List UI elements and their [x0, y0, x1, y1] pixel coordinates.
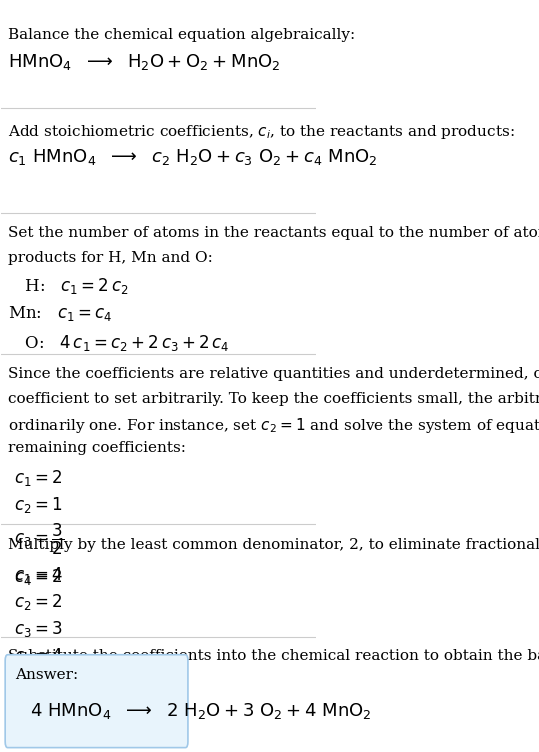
- Text: $c_1\ \mathrm{HMnO_4}$  $\longrightarrow$  $c_2\ \mathrm{H_2O} + c_3\ \mathrm{O_: $c_1\ \mathrm{HMnO_4}$ $\longrightarrow$…: [8, 147, 377, 168]
- Text: ordinarily one. For instance, set $c_2 = 1$ and solve the system of equations fo: ordinarily one. For instance, set $c_2 =…: [8, 417, 539, 435]
- Text: equation:: equation:: [8, 675, 80, 688]
- Text: $\mathrm{HMnO_4}$  $\longrightarrow$  $\mathrm{H_2O + O_2 + MnO_2}$: $\mathrm{HMnO_4}$ $\longrightarrow$ $\ma…: [8, 53, 280, 72]
- Text: Mn:   $c_1 = c_4$: Mn: $c_1 = c_4$: [8, 304, 112, 323]
- Text: $c_1 = 2$: $c_1 = 2$: [14, 468, 63, 488]
- Text: Add stoichiometric coefficients, $c_i$, to the reactants and products:: Add stoichiometric coefficients, $c_i$, …: [8, 123, 514, 141]
- Text: O:   $4\,c_1 = c_2 + 2\,c_3 + 2\,c_4$: O: $4\,c_1 = c_2 + 2\,c_3 + 2\,c_4$: [14, 332, 230, 353]
- Text: Balance the chemical equation algebraically:: Balance the chemical equation algebraica…: [8, 28, 355, 41]
- Text: $4\ \mathrm{HMnO_4}$  $\longrightarrow$  $2\ \mathrm{H_2O} + 3\ \mathrm{O_2} + 4: $4\ \mathrm{HMnO_4}$ $\longrightarrow$ $…: [30, 701, 371, 721]
- Text: $c_1 = 4$: $c_1 = 4$: [14, 565, 63, 585]
- Text: coefficient to set arbitrarily. To keep the coefficients small, the arbitrary va: coefficient to set arbitrarily. To keep …: [8, 392, 539, 406]
- Text: $c_3 = 3$: $c_3 = 3$: [14, 619, 63, 638]
- Text: $c_3 = \dfrac{3}{2}$: $c_3 = \dfrac{3}{2}$: [14, 522, 64, 557]
- Text: $c_2 = 1$: $c_2 = 1$: [14, 495, 63, 515]
- Text: $c_2 = 2$: $c_2 = 2$: [14, 592, 63, 612]
- Text: remaining coefficients:: remaining coefficients:: [8, 441, 185, 455]
- Text: $c_4 = 4$: $c_4 = 4$: [14, 646, 63, 666]
- Text: $c_4 = 2$: $c_4 = 2$: [14, 567, 63, 587]
- Text: Substitute the coefficients into the chemical reaction to obtain the balanced: Substitute the coefficients into the che…: [8, 650, 539, 663]
- Text: Answer:: Answer:: [16, 669, 79, 682]
- Text: Since the coefficients are relative quantities and underdetermined, choose a: Since the coefficients are relative quan…: [8, 367, 539, 381]
- Text: Multiply by the least common denominator, 2, to eliminate fractional coefficient: Multiply by the least common denominator…: [8, 538, 539, 552]
- Text: H:   $c_1 = 2\,c_2$: H: $c_1 = 2\,c_2$: [14, 275, 129, 296]
- Text: Set the number of atoms in the reactants equal to the number of atoms in the: Set the number of atoms in the reactants…: [8, 226, 539, 240]
- FancyBboxPatch shape: [5, 655, 188, 747]
- Text: products for H, Mn and O:: products for H, Mn and O:: [8, 251, 212, 265]
